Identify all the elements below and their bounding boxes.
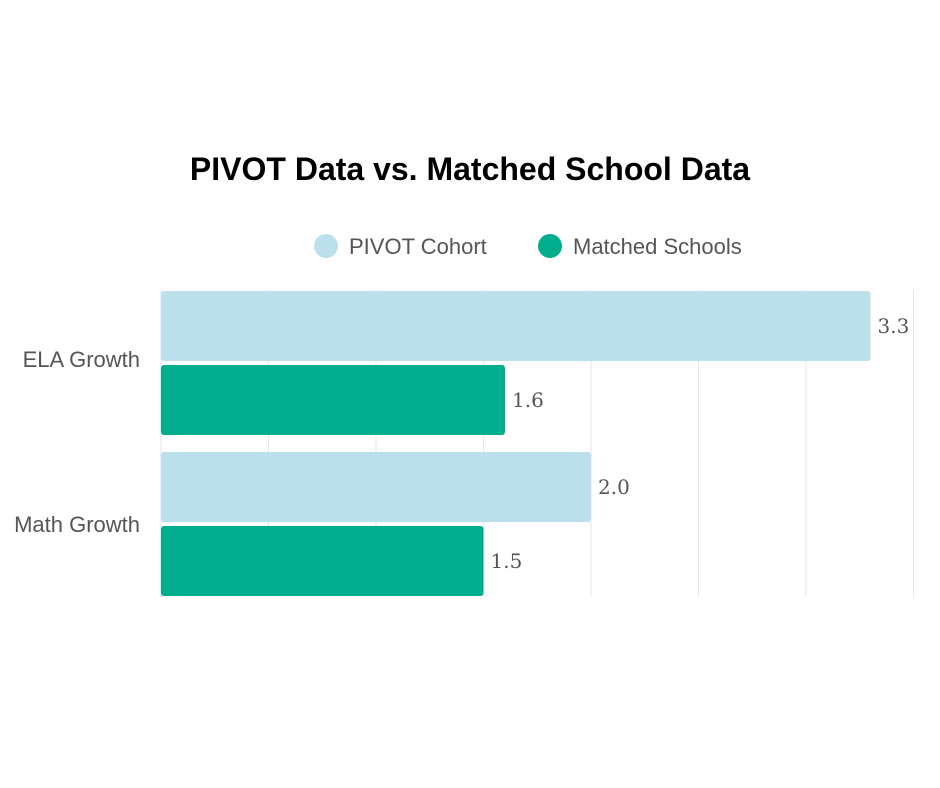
value-label-ela-growth-pivot-cohort: 3.3 <box>878 314 910 338</box>
value-label-math-growth-pivot-cohort: 2.0 <box>598 475 630 499</box>
legend-label-matched-schools: Matched Schools <box>573 234 742 259</box>
value-label-ela-growth-matched-schools: 1.6 <box>512 388 544 412</box>
legend-marker-pivot-cohort <box>314 234 338 258</box>
legend: PIVOT Cohort Matched Schools <box>314 234 742 259</box>
value-labels: 3.3 1.6 2.0 1.5 <box>491 314 910 573</box>
bar-ela-growth-pivot-cohort <box>161 291 871 361</box>
category-label-ela-growth: ELA Growth <box>23 347 140 372</box>
chart-title: PIVOT Data vs. Matched School Data <box>190 151 750 187</box>
legend-marker-matched-schools <box>538 234 562 258</box>
value-label-math-growth-matched-schools: 1.5 <box>491 549 523 573</box>
bar-ela-growth-matched-schools <box>161 365 505 435</box>
bar-math-growth-pivot-cohort <box>161 452 591 522</box>
bar-math-growth-matched-schools <box>161 526 484 596</box>
category-label-math-growth: Math Growth <box>14 512 140 537</box>
legend-label-pivot-cohort: PIVOT Cohort <box>349 234 487 259</box>
bars <box>161 291 871 596</box>
category-labels: ELA Growth Math Growth <box>14 347 140 537</box>
